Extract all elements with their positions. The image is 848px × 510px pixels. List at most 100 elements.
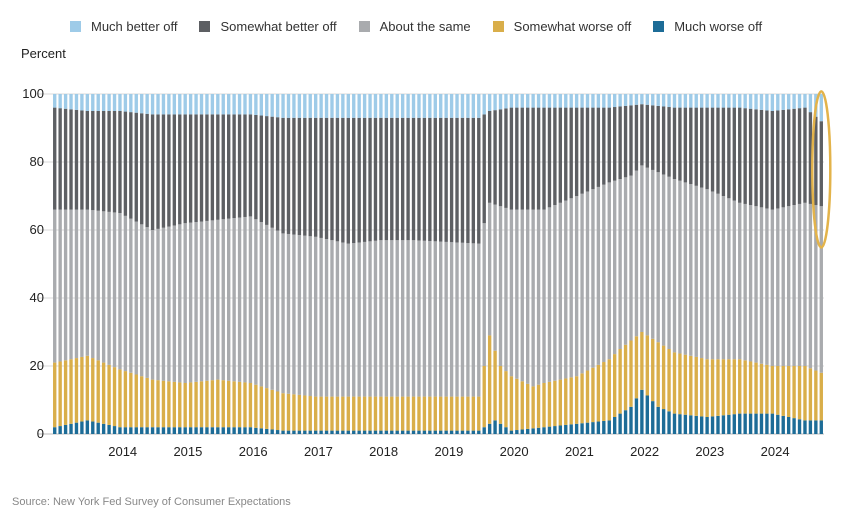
bar-segment-somewhat-better: [596, 107, 601, 187]
bar-segment-about-same: [455, 242, 459, 397]
bar-segment-somewhat-better: [150, 114, 155, 230]
bar-segment-somewhat-better: [210, 114, 215, 221]
bar-segment-somewhat-better: [183, 114, 187, 224]
bar-segment-somewhat-worse: [466, 396, 470, 431]
bar-segment-somewhat-better: [634, 104, 639, 171]
bar-segment-much-worse: [303, 430, 307, 434]
bar-segment-about-same: [721, 196, 726, 360]
bar-segment-much-better: [411, 94, 416, 118]
bar-segment-somewhat-worse: [819, 372, 823, 421]
bar-segment-much-worse: [237, 427, 242, 434]
bar-segment-somewhat-worse: [765, 364, 769, 414]
bar-segment-somewhat-worse: [672, 352, 677, 414]
bar-segment-somewhat-better: [705, 107, 709, 190]
bar-segment-about-same: [819, 206, 823, 373]
bar-segment-much-better: [428, 94, 432, 118]
bar-segment-about-same: [406, 240, 410, 397]
bar-segment-somewhat-better: [433, 117, 437, 242]
bar-segment-much-worse: [466, 430, 470, 434]
bar-segment-much-better: [362, 94, 367, 118]
bar-segment-about-same: [694, 185, 698, 357]
bar-segment-somewhat-worse: [395, 396, 399, 431]
bar-segment-about-same: [656, 172, 660, 343]
bar-segment-somewhat-better: [134, 112, 138, 222]
bar-segment-much-better: [254, 94, 258, 115]
bar-segment-much-worse: [150, 427, 155, 434]
bar-segment-about-same: [395, 240, 399, 397]
bar-segment-somewhat-worse: [585, 370, 590, 423]
bar-segment-somewhat-better: [96, 111, 100, 211]
bar-segment-somewhat-better: [531, 107, 535, 210]
bar-segment-much-better: [542, 94, 546, 108]
bar-segment-much-worse: [129, 427, 133, 434]
bar-segment-somewhat-worse: [58, 361, 62, 427]
bar-segment-somewhat-worse: [259, 386, 263, 429]
bar-segment-much-better: [140, 94, 144, 114]
bar-segment-about-same: [297, 235, 302, 395]
bar-segment-much-worse: [406, 430, 410, 434]
bar-segment-about-same: [156, 228, 160, 381]
bar-segment-somewhat-better: [259, 115, 263, 223]
bar-segment-much-better: [797, 94, 802, 109]
bar-segment-much-worse: [683, 414, 688, 434]
bar-segment-about-same: [591, 189, 595, 368]
bar-segment-much-worse: [732, 414, 736, 434]
bar-segment-somewhat-better: [558, 107, 563, 203]
x-tick-label: 2023: [695, 444, 724, 459]
bar-segment-somewhat-worse: [194, 381, 198, 428]
bar-segment-about-same: [542, 209, 546, 383]
bar-segment-about-same: [520, 209, 524, 382]
bar-segment-much-worse: [379, 430, 383, 434]
bar-segment-somewhat-worse: [515, 378, 519, 431]
bar-segment-much-worse: [765, 413, 769, 434]
bar-segment-somewhat-worse: [444, 396, 448, 431]
bar-segment-somewhat-better: [188, 114, 193, 223]
bar-segment-about-same: [602, 184, 606, 363]
bar-segment-about-same: [145, 227, 149, 378]
bar-segment-much-worse: [134, 427, 138, 434]
bar-segment-much-better: [721, 94, 726, 108]
bar-segment-somewhat-better: [618, 106, 622, 179]
bar-segment-much-better: [613, 94, 617, 108]
bar-segment-much-better: [281, 94, 285, 118]
bar-segment-much-better: [558, 94, 563, 108]
bar-segment-somewhat-worse: [417, 396, 421, 431]
bar-segment-about-same: [699, 187, 704, 359]
bar-segment-much-better: [112, 94, 117, 111]
bar-segment-about-same: [618, 179, 622, 349]
bar-segment-somewhat-worse: [390, 396, 394, 431]
bar-segment-somewhat-better: [520, 107, 524, 210]
bar-segment-much-better: [640, 94, 644, 105]
bar-segment-much-better: [384, 94, 389, 118]
bar-segment-somewhat-better: [112, 111, 117, 213]
bar-segment-about-same: [536, 209, 541, 385]
legend-item-much-worse: Much worse off: [653, 19, 762, 34]
bar-segment-much-better: [53, 94, 57, 108]
bar-segment-much-worse: [564, 424, 568, 434]
bar-segment-much-worse: [498, 423, 503, 434]
bar-segment-about-same: [194, 222, 198, 382]
bar-segment-about-same: [254, 219, 258, 385]
bar-segment-about-same: [199, 221, 204, 382]
bar-segment-much-better: [808, 94, 813, 113]
bar-segment-much-better: [188, 94, 193, 115]
bar-segment-about-same: [531, 209, 535, 387]
bar-segment-somewhat-worse: [814, 370, 818, 421]
bar-segment-somewhat-better: [509, 107, 514, 210]
x-tick-label: 2020: [500, 444, 529, 459]
bar-segment-much-better: [433, 94, 437, 118]
bar-segment-somewhat-better: [352, 117, 356, 244]
bar-segment-much-worse: [754, 413, 758, 434]
bar-segment-much-worse: [558, 425, 563, 434]
bar-segment-somewhat-worse: [69, 359, 73, 424]
bar-segment-somewhat-worse: [471, 396, 476, 431]
bar-segment-somewhat-better: [786, 109, 791, 207]
bar-segment-much-better: [313, 94, 318, 118]
bar-segment-much-worse: [69, 423, 73, 434]
bar-segment-somewhat-worse: [482, 366, 486, 428]
bar-segment-much-better: [498, 94, 503, 110]
bar-segment-about-same: [270, 227, 274, 390]
bar-segment-somewhat-worse: [569, 377, 573, 425]
bar-segment-somewhat-worse: [265, 388, 269, 429]
bar-segment-somewhat-better: [471, 117, 476, 244]
